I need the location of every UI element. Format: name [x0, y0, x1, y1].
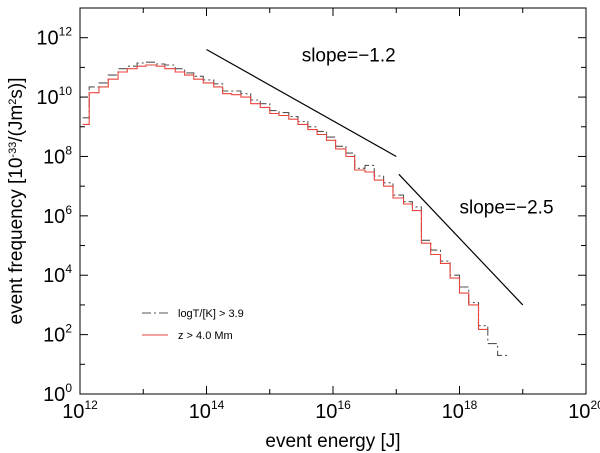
slope-1.2-label: slope=−1.2 — [302, 45, 396, 66]
slope-2.5-label: slope=−2.5 — [460, 197, 554, 218]
series-2-line — [82, 64, 488, 330]
series-1-line — [82, 61, 507, 356]
reference-lines: slope=−1.2 slope=−2.5 — [206, 45, 554, 306]
y-tick-labels: 100 102 104 106 108 1010 1012 — [36, 25, 72, 406]
slope-2.5-line — [398, 173, 524, 306]
y-axis-label: event frequency [10-33/(Jm2s)] — [6, 78, 27, 325]
y-tick-label: 106 — [43, 203, 72, 228]
y-tick-label: 100 — [43, 381, 72, 406]
x-axis-label: event energy [J] — [265, 431, 400, 452]
y-tick-label: 1010 — [36, 84, 72, 109]
x-tick-label: 1016 — [315, 398, 351, 423]
data-series — [82, 61, 507, 356]
legend-label-1: logT/[K] > 3.9 — [178, 308, 244, 320]
y-tick-label: 1012 — [36, 25, 72, 50]
x-tick-label: 1012 — [62, 398, 98, 423]
y-tick-label: 102 — [43, 322, 72, 347]
tick-marks — [79, 7, 587, 395]
slope-1.2-line — [206, 48, 397, 157]
x-tick-label: 1014 — [189, 398, 225, 423]
legend-label-2: z > 4.0 Mm — [178, 330, 233, 342]
y-tick-label: 104 — [43, 262, 72, 287]
legend: logT/[K] > 3.9 z > 4.0 Mm — [142, 308, 244, 342]
x-tick-label: 1018 — [442, 398, 478, 423]
x-tick-labels: 1012 1014 1016 1018 1020 — [62, 398, 600, 423]
x-tick-label: 1020 — [568, 398, 600, 423]
y-tick-label: 108 — [43, 143, 72, 168]
